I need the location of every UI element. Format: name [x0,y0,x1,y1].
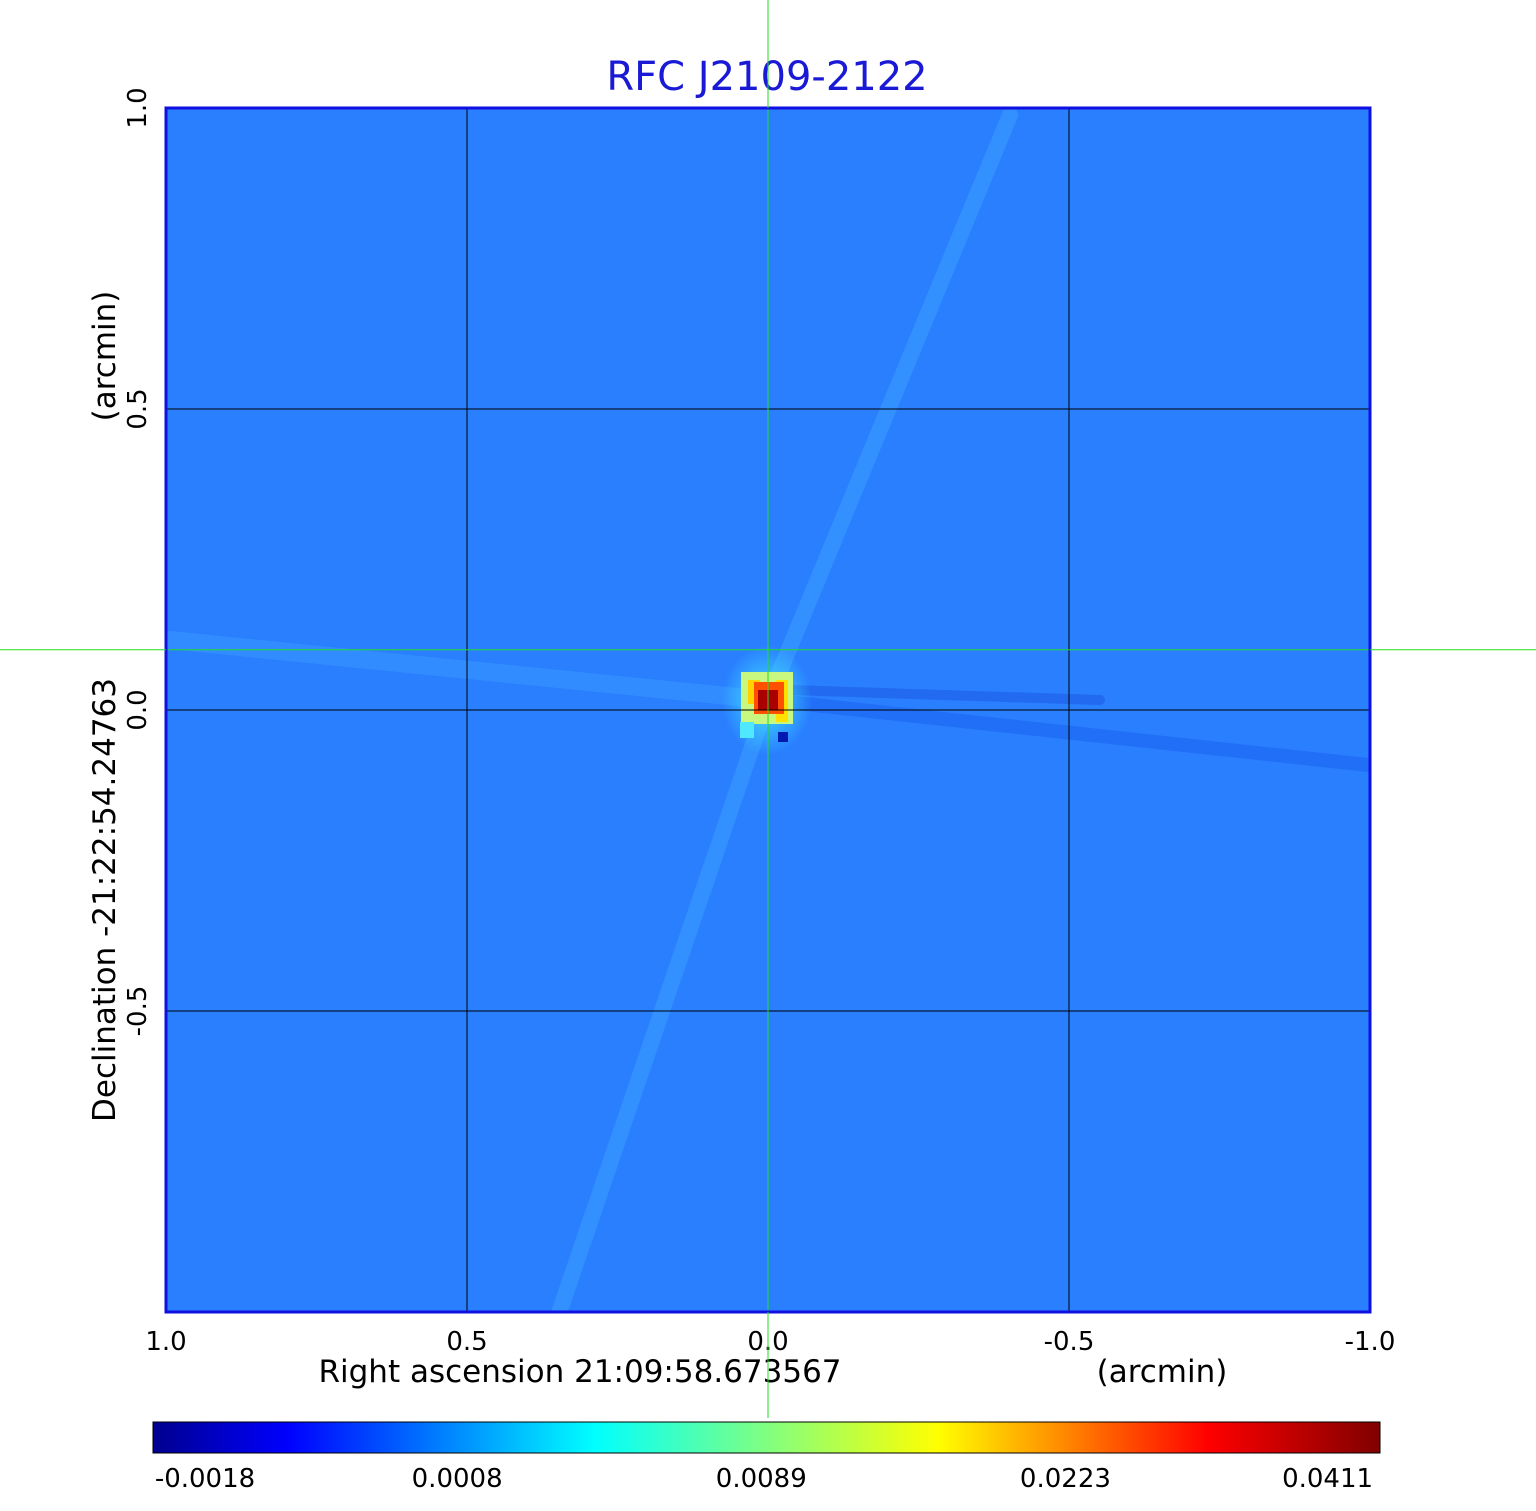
crosshair-extensions [0,0,1536,1418]
streak-upper-right [760,108,1018,708]
colorbar-tick-label: 0.0223 [1020,1464,1111,1494]
chart-title: RFC J2109-2122 [606,54,927,100]
y-axis-unit: (arcmin) [87,291,123,422]
y-axis-label: Declination -21:22:54.24763 [87,678,123,1122]
y-tick-label: 1.0 [123,87,153,128]
x-tick-label: 1.0 [145,1327,186,1357]
colorbar-tick-label: 0.0008 [412,1464,503,1494]
streak-lower-left [552,692,776,1312]
colorbar-tick-labels: -0.0018 0.0008 0.0089 0.0223 0.0411 [155,1464,1373,1494]
image-area [166,108,1370,1312]
y-tick-label: 0.0 [123,689,153,730]
x-axis-unit: (arcmin) [1097,1354,1228,1390]
x-tick-label: -1.0 [1345,1327,1396,1357]
streak-right [761,693,1370,772]
x-tick-labels: 1.0 0.5 0.0 -0.5 -1.0 [145,1327,1395,1357]
crosshair [166,108,1370,1312]
x-tick-label: -0.5 [1044,1327,1095,1357]
colorbar-tick-label: 0.0411 [1282,1464,1373,1494]
colorbar-tick-label: -0.0018 [155,1464,255,1494]
source-pixel [778,732,788,742]
y-tick-label: -0.5 [123,986,153,1037]
colorbar-tick-label: 0.0089 [716,1464,807,1494]
streak-right-dark [785,685,1105,705]
x-tick-label: 0.5 [446,1327,487,1357]
y-tick-labels: 1.0 0.5 0.0 -0.5 [123,87,153,1036]
source-pixels [740,672,793,742]
y-tick-label: 0.5 [123,388,153,429]
x-axis-label: Right ascension 21:09:58.673567 [318,1354,841,1390]
colorbar [152,1421,1381,1454]
source-pixel [740,722,754,738]
